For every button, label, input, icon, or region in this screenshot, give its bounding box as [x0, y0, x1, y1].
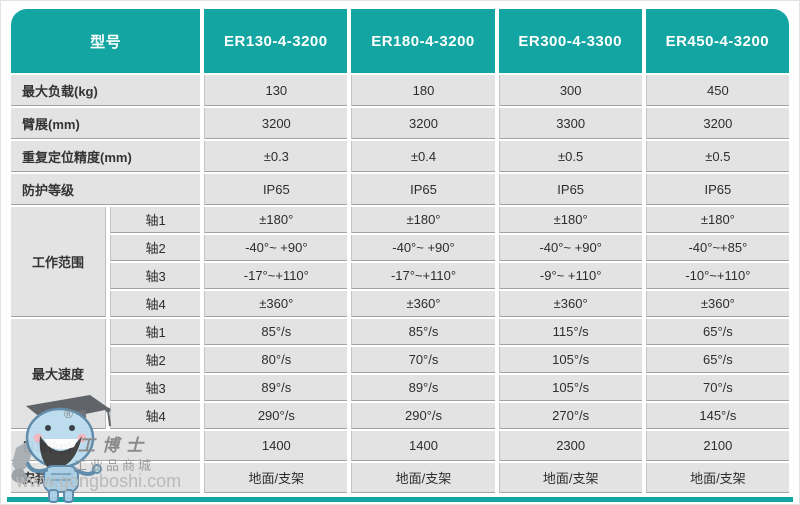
table-header-row: 型号 ER130-4-3200 ER180-4-3200 ER300-4-330… — [11, 9, 789, 73]
spec-value-cell: IP65 — [351, 174, 495, 205]
table-row-range-axis4: 轴4 ±360° ±360° ±360° ±360° — [11, 291, 789, 317]
spec-value-cell: 65°/s — [645, 319, 789, 345]
table-row-speed-axis4: 轴4 290°/s 290°/s 270°/s 145°/s — [11, 403, 789, 429]
spec-value-cell: IP65 — [204, 174, 348, 205]
spec-value-cell: 85°/s — [351, 319, 495, 345]
table-row-repeatability: 重复定位精度(mm) ±0.3 ±0.4 ±0.5 ±0.5 — [11, 141, 789, 172]
spec-value-cell: 3200 — [351, 108, 495, 139]
axis-label: 轴2 — [110, 235, 201, 261]
table-bottom-accent-bar — [7, 497, 793, 502]
model-header-er450: ER450-4-3200 — [645, 9, 789, 73]
axis-label: 轴2 — [110, 347, 201, 373]
robot-spec-table: 型号 ER130-4-3200 ER180-4-3200 ER300-4-330… — [7, 7, 793, 495]
model-header-er300: ER300-4-3300 — [498, 9, 642, 73]
spec-value-cell: 地面/支架 — [351, 463, 495, 493]
table-row-speed-axis3: 轴3 89°/s 89°/s 105°/s 70°/s — [11, 375, 789, 401]
spec-value-cell: 65°/s — [645, 347, 789, 373]
spec-value-cell: 290°/s — [204, 403, 348, 429]
spec-value-cell: ±0.4 — [351, 141, 495, 172]
spec-value-cell: ±180° — [645, 207, 789, 233]
table-row-range-axis3: 轴3 -17°~+110° -17°~+110° -9°~ +110° -10°… — [11, 263, 789, 289]
spec-value-cell: ±360° — [204, 291, 348, 317]
spec-value-cell: ±180° — [204, 207, 348, 233]
spec-value-cell: 89°/s — [351, 375, 495, 401]
model-header-er130: ER130-4-3200 — [204, 9, 348, 73]
spec-value-cell: 1400 — [204, 431, 348, 461]
spec-value-cell: -10°~+110° — [645, 263, 789, 289]
axis-label: 轴4 — [110, 291, 201, 317]
spec-value-cell: -40°~ +90° — [204, 235, 348, 261]
spec-value-cell: 2100 — [645, 431, 789, 461]
spec-value-cell: -40°~+85° — [645, 235, 789, 261]
spec-value-cell: ±360° — [645, 291, 789, 317]
table-row-reach: 臂展(mm) 3200 3200 3300 3200 — [11, 108, 789, 139]
spec-value-cell: 3200 — [204, 108, 348, 139]
axis-label: 轴3 — [110, 375, 201, 401]
model-column-header: 型号 — [11, 9, 201, 73]
spec-row-label: 最大负载(kg) — [11, 75, 201, 106]
spec-value-cell: 300 — [498, 75, 642, 106]
spec-value-cell: 3300 — [498, 108, 642, 139]
spec-value-cell: 2300 — [498, 431, 642, 461]
table-row-protection: 防护等级 IP65 IP65 IP65 IP65 — [11, 174, 789, 205]
spec-value-cell: 70°/s — [351, 347, 495, 373]
axis-label: 轴3 — [110, 263, 201, 289]
spec-value-cell: ±0.5 — [498, 141, 642, 172]
table-row-payload: 最大负载(kg) 130 180 300 450 — [11, 75, 789, 106]
spec-value-cell: 地面/支架 — [204, 463, 348, 493]
table-row-weight: 自重(kg) 1400 1400 2300 2100 — [11, 431, 789, 461]
spec-value-cell: 180 — [351, 75, 495, 106]
spec-row-label: 自重(kg) — [11, 431, 201, 461]
model-header-er180: ER180-4-3200 — [351, 9, 495, 73]
spec-value-cell: -17°~+110° — [351, 263, 495, 289]
spec-value-cell: -17°~+110° — [204, 263, 348, 289]
spec-value-cell: 70°/s — [645, 375, 789, 401]
spec-row-label: 安装方式 — [11, 463, 201, 493]
spec-value-cell: ±0.3 — [204, 141, 348, 172]
spec-row-label: 防护等级 — [11, 174, 201, 205]
table-row-speed-axis1: 最大速度 轴1 85°/s 85°/s 115°/s 65°/s — [11, 319, 789, 429]
spec-value-cell: 130 — [204, 75, 348, 106]
spec-value-cell: IP65 — [645, 174, 789, 205]
spec-value-cell: 3200 — [645, 108, 789, 139]
spec-value-cell: 115°/s — [498, 319, 642, 345]
spec-value-cell: 145°/s — [645, 403, 789, 429]
group-label-max-speed: 最大速度 — [11, 319, 107, 429]
spec-value-cell: -9°~ +110° — [498, 263, 642, 289]
spec-value-cell: 105°/s — [498, 375, 642, 401]
spec-value-cell: ±0.5 — [645, 141, 789, 172]
axis-label: 轴1 — [110, 319, 201, 345]
spec-value-cell: 105°/s — [498, 347, 642, 373]
table-row-range-axis1: 工作范围 轴1 ±180° ±180° ±180° ±180° — [11, 207, 789, 317]
spec-value-cell: ±360° — [498, 291, 642, 317]
spec-value-cell: ±360° — [351, 291, 495, 317]
table-row-speed-axis2: 轴2 80°/s 70°/s 105°/s 65°/s — [11, 347, 789, 373]
group-label-working-range: 工作范围 — [11, 207, 107, 317]
spec-value-cell: IP65 — [498, 174, 642, 205]
axis-label: 轴1 — [110, 207, 201, 233]
spec-value-cell: -40°~ +90° — [351, 235, 495, 261]
spec-row-label: 臂展(mm) — [11, 108, 201, 139]
spec-value-cell: 80°/s — [204, 347, 348, 373]
table-row-range-axis2: 轴2 -40°~ +90° -40°~ +90° -40°~ +90° -40°… — [11, 235, 789, 261]
spec-value-cell: 1400 — [351, 431, 495, 461]
spec-value-cell: 270°/s — [498, 403, 642, 429]
spec-value-cell: ±180° — [498, 207, 642, 233]
spec-value-cell: 290°/s — [351, 403, 495, 429]
spec-value-cell: ±180° — [351, 207, 495, 233]
spec-value-cell: 89°/s — [204, 375, 348, 401]
spec-value-cell: 地面/支架 — [498, 463, 642, 493]
axis-label: 轴4 — [110, 403, 201, 429]
table-row-mounting: 安装方式 地面/支架 地面/支架 地面/支架 地面/支架 — [11, 463, 789, 493]
spec-row-label: 重复定位精度(mm) — [11, 141, 201, 172]
spec-value-cell: 85°/s — [204, 319, 348, 345]
spec-value-cell: 450 — [645, 75, 789, 106]
spec-value-cell: 地面/支架 — [645, 463, 789, 493]
spec-value-cell: -40°~ +90° — [498, 235, 642, 261]
